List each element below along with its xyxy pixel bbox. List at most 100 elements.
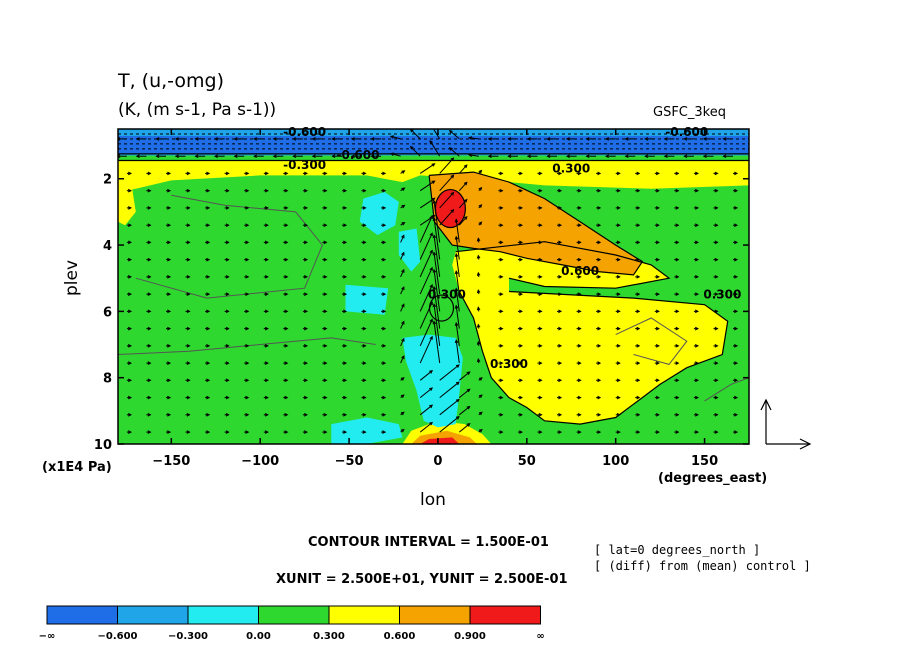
- vector-head: [734, 395, 739, 400]
- y-tick-label: 6: [103, 305, 112, 320]
- vector-head: [694, 326, 699, 331]
- vector-head: [430, 124, 433, 127]
- vector-head: [343, 188, 348, 193]
- vector-head: [597, 344, 602, 348]
- vector-head: [127, 171, 133, 176]
- vector-head: [476, 357, 481, 363]
- vector-head: [714, 378, 719, 383]
- vector-head: [455, 364, 460, 368]
- vector-head: [303, 223, 309, 227]
- vector-head: [507, 137, 512, 141]
- vector-head: [499, 344, 504, 348]
- vector-head: [350, 154, 355, 159]
- vector-head: [186, 171, 191, 176]
- vector-head: [206, 275, 211, 279]
- vector-head: [478, 428, 483, 433]
- vector-head: [558, 361, 563, 365]
- vector-shaft: [419, 250, 433, 278]
- vector-head: [454, 235, 459, 240]
- vector-head: [401, 222, 406, 226]
- vector-head: [343, 378, 348, 383]
- vector-head: [597, 188, 602, 193]
- vector-head: [127, 223, 133, 227]
- vector-shaft: [458, 406, 471, 416]
- colorbar-band-cyan: [187, 605, 259, 625]
- vector-shaft: [439, 157, 454, 174]
- vector-head: [734, 344, 739, 348]
- vector-head: [245, 223, 250, 227]
- vector-head: [225, 413, 230, 417]
- vector-head: [389, 135, 395, 139]
- vector-head: [401, 355, 405, 360]
- vector-head: [362, 188, 367, 193]
- vector-head: [714, 309, 719, 314]
- vector-shaft: [390, 135, 401, 140]
- vector-shaft: [433, 217, 441, 260]
- vector-head: [432, 234, 437, 239]
- vector-head: [519, 257, 523, 262]
- vector-head: [616, 240, 621, 245]
- vector-head: [499, 430, 504, 434]
- vector-head: [683, 154, 688, 159]
- vector-head: [362, 292, 367, 296]
- vector-head: [519, 378, 523, 383]
- vector-head: [597, 275, 602, 279]
- vector-head: [577, 292, 582, 296]
- vector-head: [147, 240, 152, 245]
- vector-head: [476, 271, 481, 276]
- vector-shaft: [400, 355, 405, 364]
- vector-head: [675, 188, 680, 193]
- vector-head: [147, 378, 152, 383]
- vector-head: [167, 171, 172, 176]
- vector-head: [675, 344, 680, 348]
- vector-head: [343, 275, 348, 279]
- vector-head: [577, 223, 582, 227]
- vector-head: [526, 137, 531, 141]
- vector-head: [734, 326, 739, 331]
- vector-head: [155, 137, 160, 141]
- contour-line-1: [428, 171, 644, 276]
- vector-head: [636, 413, 641, 417]
- vector-head: [362, 378, 367, 383]
- vector-head: [272, 137, 277, 141]
- contour-label: -0.600: [665, 125, 708, 139]
- vector-head: [147, 206, 152, 210]
- vector-shaft: [458, 371, 471, 381]
- vector-head: [225, 378, 230, 383]
- vector-head: [206, 378, 211, 383]
- vector-head: [734, 275, 739, 279]
- vector-head: [167, 206, 172, 210]
- vector-head: [343, 344, 348, 348]
- vector-head: [382, 275, 387, 279]
- vector-head: [558, 206, 563, 210]
- vector-head: [616, 378, 621, 383]
- vector-head: [734, 309, 739, 314]
- vector-head: [343, 171, 348, 176]
- vector-head: [323, 413, 328, 417]
- vector-head: [362, 430, 367, 434]
- vector-head: [264, 292, 269, 296]
- vector-head: [343, 240, 348, 245]
- vector-head: [636, 223, 641, 227]
- vector-head: [597, 240, 602, 245]
- vector-head: [538, 326, 543, 331]
- vector-head: [323, 240, 328, 245]
- vector-head: [636, 188, 641, 193]
- vector-head: [147, 326, 152, 331]
- vector-head: [127, 326, 132, 331]
- vector-head: [186, 395, 191, 400]
- vector-head: [604, 137, 610, 141]
- vector-head: [362, 206, 367, 210]
- vector-head: [362, 223, 367, 227]
- vector-head: [362, 257, 367, 262]
- colorbar-band-deep_blue: [46, 605, 118, 625]
- vector-head: [264, 378, 269, 383]
- vector-head: [616, 309, 621, 314]
- colorbar-label: ∞: [536, 631, 544, 642]
- vector-head: [343, 206, 348, 210]
- vector-head: [245, 240, 250, 245]
- vector-head: [616, 430, 621, 434]
- vector-head: [466, 388, 471, 393]
- vector-head: [303, 309, 309, 314]
- vector-head: [636, 361, 641, 365]
